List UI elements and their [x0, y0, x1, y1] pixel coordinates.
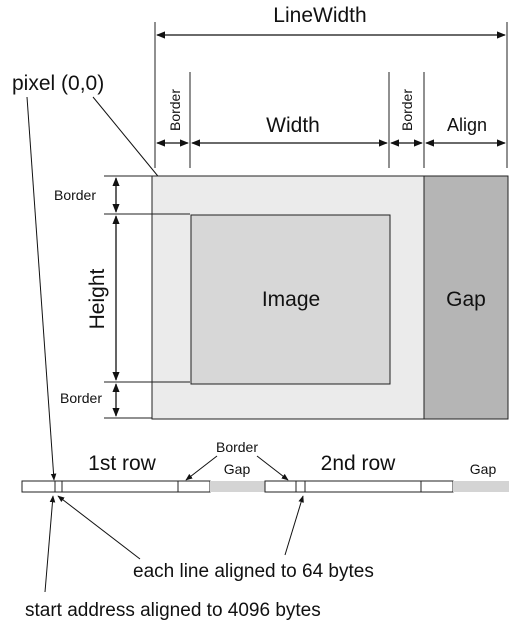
row-1-label: 1st row — [88, 452, 157, 475]
row-2-gap — [453, 481, 509, 492]
pixel-origin-label: pixel (0,0) — [12, 72, 104, 95]
gap-block — [423, 175, 509, 420]
linewidth-label: LineWidth — [273, 4, 366, 27]
row-2-label: 2nd row — [321, 452, 397, 475]
border-left-top-label: Border — [54, 187, 96, 203]
alignment-notes: each line aligned to 64 bytes start addr… — [25, 495, 374, 621]
frame-block: Image Gap — [151, 175, 509, 420]
left-dimensions: Border Height Border — [54, 175, 190, 419]
start-align-note: start address aligned to 4096 bytes — [25, 600, 321, 621]
border-top-left-label: Border — [167, 89, 183, 131]
height-label: Height — [86, 268, 109, 329]
image-block — [190, 214, 391, 385]
align-label: Align — [447, 115, 487, 135]
line-align-note: each line aligned to 64 bytes — [133, 561, 374, 582]
row-1-bar — [21, 480, 211, 493]
row-gap-2-label: Gap — [470, 461, 497, 477]
row-border-label: Border — [216, 439, 258, 455]
line-align-pointer-left — [57, 495, 141, 560]
line-align-pointer-right — [284, 495, 304, 556]
row-gap-1-label: Gap — [224, 461, 251, 477]
row-1-gap — [210, 481, 265, 492]
memory-row: 1st row Border Gap 2nd row Gap — [21, 439, 509, 493]
width-label: Width — [266, 114, 320, 137]
row-border-pointer-right — [256, 455, 289, 481]
pixel-origin-row-pointer — [26, 96, 57, 481]
top-dimensions: LineWidth Border Width Border Align — [154, 4, 508, 168]
gap-label: Gap — [446, 288, 486, 311]
image-label: Image — [262, 288, 320, 311]
row-2-bar — [264, 480, 454, 493]
border-top-right-label: Border — [399, 89, 415, 131]
border-left-bottom-label: Border — [60, 390, 102, 406]
start-align-pointer — [44, 495, 56, 593]
row-border-pointer-left — [185, 455, 218, 481]
